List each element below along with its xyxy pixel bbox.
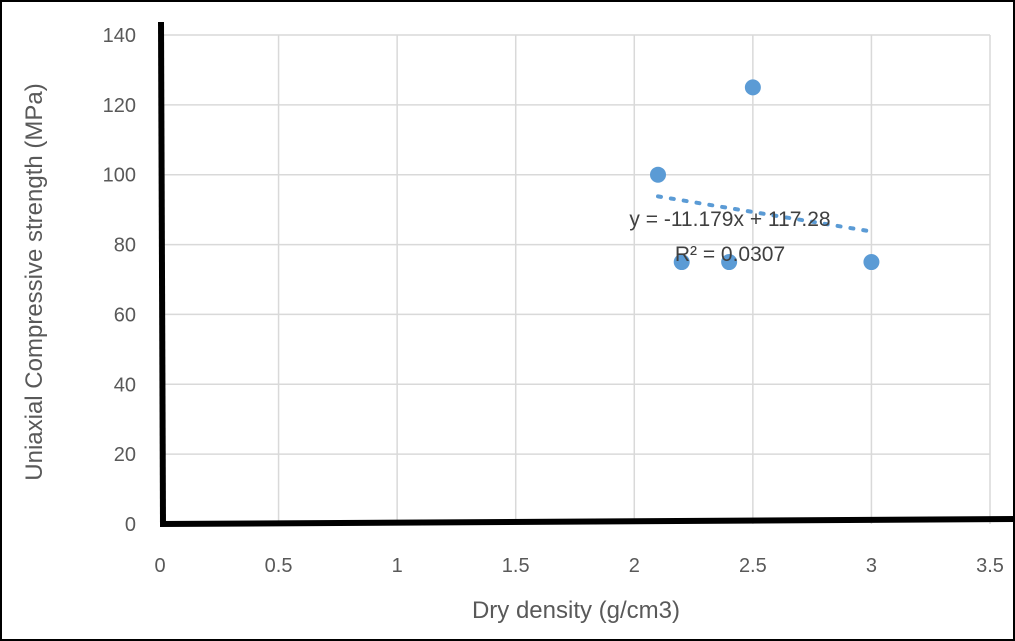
y-tick-label: 40: [114, 374, 136, 396]
y-tick-label: 0: [125, 514, 136, 536]
x-tick-label: 2: [629, 555, 640, 577]
trendline-equation: y = -11.179x + 117.28: [629, 208, 830, 231]
x-axis-line: [159, 516, 1015, 527]
data-point: [721, 254, 738, 271]
x-tick-label: 0: [154, 555, 165, 577]
x-tick-label: 1.5: [502, 555, 530, 577]
x-tick-label: 2.5: [739, 555, 767, 577]
data-point: [673, 254, 690, 271]
y-tick-label: 100: [103, 165, 136, 187]
trendline: [656, 194, 874, 234]
x-tick-labels: 0 0.5 1 1.5 2 2.5 3 3.5: [154, 555, 1003, 577]
y-tick-label: 80: [114, 235, 136, 257]
x-tick-label: 3: [866, 555, 877, 577]
y-tick-labels: 0 20 40 60 80 100 120 140: [103, 25, 136, 536]
x-tick-label: 1: [392, 555, 403, 577]
y-axis-title: Uniaxial Compressive strength (MPa): [21, 83, 48, 480]
trendline-r-squared: R² = 0.0307: [675, 243, 785, 266]
grid-lines: [160, 34, 991, 524]
axes: [158, 21, 1015, 527]
x-tick-label: 3.5: [976, 555, 1004, 577]
y-tick-label: 60: [114, 304, 136, 326]
data-point: [863, 254, 880, 271]
data-point: [650, 166, 666, 183]
trendline-group: [656, 194, 874, 234]
y-tick-label: 120: [103, 95, 136, 117]
x-tick-label: 0.5: [265, 555, 293, 577]
y-tick-label: 20: [114, 444, 136, 466]
y-tick-label: 140: [103, 25, 136, 47]
data-point: [744, 79, 761, 96]
y-axis-line: [158, 21, 166, 527]
data-points: [650, 79, 880, 271]
x-axis-title: Dry density (g/cm3): [472, 597, 680, 624]
